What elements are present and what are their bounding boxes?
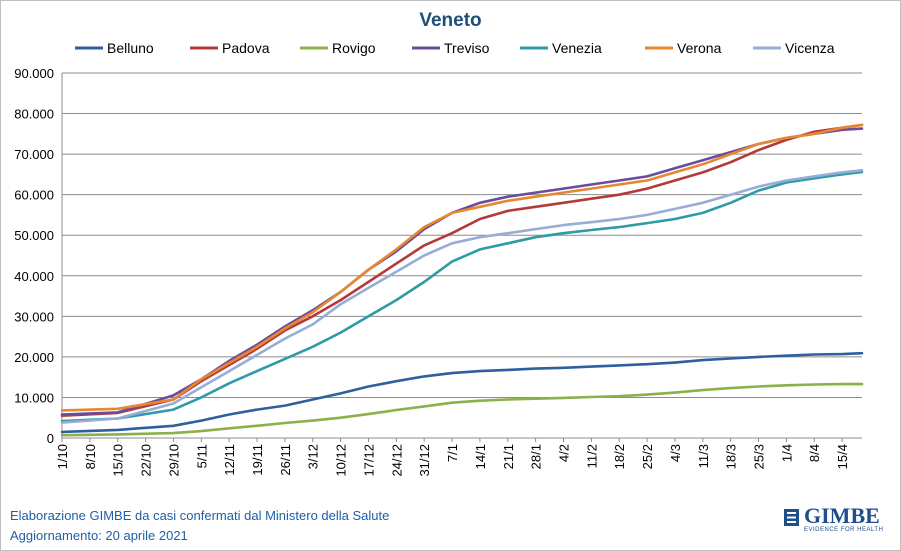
x-tick-label: 24/12	[389, 444, 404, 477]
x-tick-label: 3/12	[306, 444, 321, 469]
x-tick-label: 11/2	[584, 444, 599, 468]
x-tick-label: 7/1	[445, 444, 460, 462]
x-tick-label: 17/12	[361, 444, 376, 477]
y-tick-label: 0	[47, 431, 54, 446]
y-tick-label: 10.000	[14, 390, 54, 405]
x-tick-label: 1/4	[779, 444, 794, 462]
gimbe-logo-mark	[784, 509, 799, 526]
series-line-venezia	[60, 170, 864, 423]
x-tick-label: 4/3	[668, 444, 683, 462]
x-tick-label: 15/4	[835, 444, 850, 469]
logo-tagline: EVIDENCE FOR HEALTH	[804, 527, 884, 533]
y-tick-label: 80.000	[14, 107, 54, 122]
legend-label-treviso: Treviso	[444, 40, 490, 56]
x-tick-label: 15/10	[111, 444, 126, 477]
footer-source: Elaborazione GIMBE da casi confermati da…	[10, 508, 390, 523]
y-tick-label: 20.000	[14, 350, 54, 365]
x-tick-label: 25/2	[640, 444, 655, 469]
series-line-vicenza	[60, 169, 864, 424]
legend-label-padova: Padova	[222, 40, 270, 56]
x-tick-label: 18/3	[724, 444, 739, 469]
x-tick-label: 26/11	[278, 444, 293, 476]
series-line-belluno	[60, 351, 864, 434]
footer-updated: Aggiornamento: 20 aprile 2021	[10, 528, 188, 543]
legend-label-venezia: Venezia	[552, 40, 602, 56]
y-tick-label: 50.000	[14, 228, 54, 243]
series-line-padova	[60, 123, 864, 418]
y-tick-label: 30.000	[14, 309, 54, 324]
x-tick-label: 25/3	[752, 444, 767, 469]
x-tick-label: 19/11	[250, 444, 265, 476]
x-tick-label: 10/12	[334, 444, 349, 477]
chart-title: Veneto	[419, 10, 482, 31]
x-tick-label: 4/2	[556, 444, 571, 462]
x-tick-label: 31/12	[417, 444, 432, 477]
x-tick-label: 28/1	[529, 444, 544, 469]
x-tick-label: 18/2	[612, 444, 627, 469]
y-tick-label: 90.000	[14, 66, 54, 81]
x-tick-label: 8/10	[83, 444, 98, 469]
y-tick-label: 60.000	[14, 188, 54, 203]
x-tick-label: 22/10	[139, 444, 154, 477]
x-tick-label: 29/10	[166, 444, 181, 477]
x-tick-label: 8/4	[807, 444, 822, 462]
series-line-rovigo	[60, 382, 864, 437]
x-tick-label: 14/1	[473, 444, 488, 469]
x-tick-label: 21/1	[501, 444, 516, 469]
y-tick-label: 70.000	[14, 147, 54, 162]
x-tick-label: 11/3	[696, 444, 711, 468]
logo-name: GIMBE	[804, 503, 880, 528]
legend-label-belluno: Belluno	[107, 40, 154, 56]
y-tick-label: 40.000	[14, 269, 54, 284]
x-tick-label: 1/10	[55, 444, 70, 469]
legend-label-verona: Verona	[677, 40, 722, 56]
x-tick-label: 5/11	[194, 444, 209, 468]
legend-label-rovigo: Rovigo	[332, 40, 376, 56]
x-tick-label: 12/11	[222, 444, 237, 476]
series-line-verona	[60, 123, 864, 412]
legend-label-vicenza: Vicenza	[785, 40, 835, 56]
